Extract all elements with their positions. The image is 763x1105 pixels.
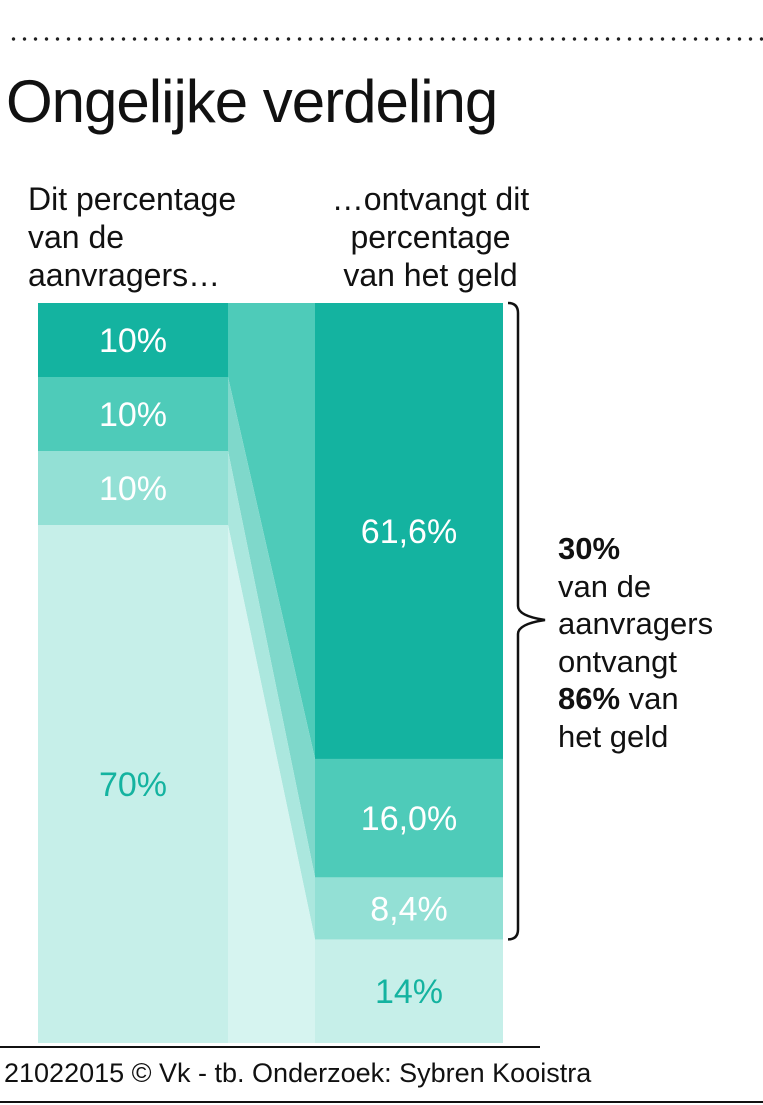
left-bar-segment-label: 10% [99, 470, 167, 508]
footer-bottom-rule [0, 1101, 763, 1103]
annotation-line: het geld [558, 718, 669, 754]
left-bar-segment [38, 377, 228, 452]
flow-connector [228, 525, 315, 1043]
footer-credit: 21022015 © Vk - tb. Onderzoek: Sybren Ko… [4, 1058, 592, 1088]
annotation-line: van [620, 681, 679, 716]
right-bar-segment-label: 16,0% [361, 800, 457, 838]
right-bar-segment [315, 303, 503, 760]
left-bar-segment-label: 10% [99, 396, 167, 434]
left-bar-heading: Dit percentage van de aanvragers… [28, 180, 236, 294]
left-bar-segment [38, 525, 228, 1043]
left-bar-segment-label: 10% [99, 322, 167, 360]
flow-connector [228, 303, 315, 759]
bracket [507, 301, 546, 941]
heading-line: van het geld [343, 257, 518, 293]
annotation-highlight: 30% [558, 531, 621, 566]
flow-connector [228, 377, 315, 878]
right-bar-segment-label: 14% [375, 973, 443, 1011]
left-bar-segment [38, 451, 228, 526]
left-bar-segment-label: 70% [99, 766, 167, 804]
page-title: Ongelijke verdeling [6, 68, 498, 135]
right-bar-segment [315, 939, 503, 1043]
right-bar-segment [315, 758, 503, 878]
left-bar-segment [38, 303, 228, 378]
annotation-line: aanvragers [558, 606, 714, 641]
heading-line: Dit percentage [28, 181, 237, 217]
annotation: 30% van de aanvragers ontvangt 86% van h… [558, 530, 713, 755]
annotation-highlight: 86% [558, 681, 621, 716]
heading-line: percentage [350, 219, 511, 255]
dotted-divider [8, 36, 763, 42]
right-bar-segment-label: 8,4% [370, 890, 448, 928]
heading-line: …ontvangt dit [331, 181, 530, 217]
heading-line: van de [28, 219, 125, 255]
flow-connector [228, 451, 315, 940]
footer-top-rule [0, 1046, 540, 1048]
right-bar-heading: …ontvangt dit percentage van het geld [318, 180, 543, 294]
right-bar-segment-label: 61,6% [361, 513, 457, 551]
heading-line: aanvragers… [28, 257, 221, 293]
annotation-line: ontvangt [558, 643, 677, 679]
right-bar-segment [315, 877, 503, 940]
annotation-line: van de [558, 568, 652, 604]
